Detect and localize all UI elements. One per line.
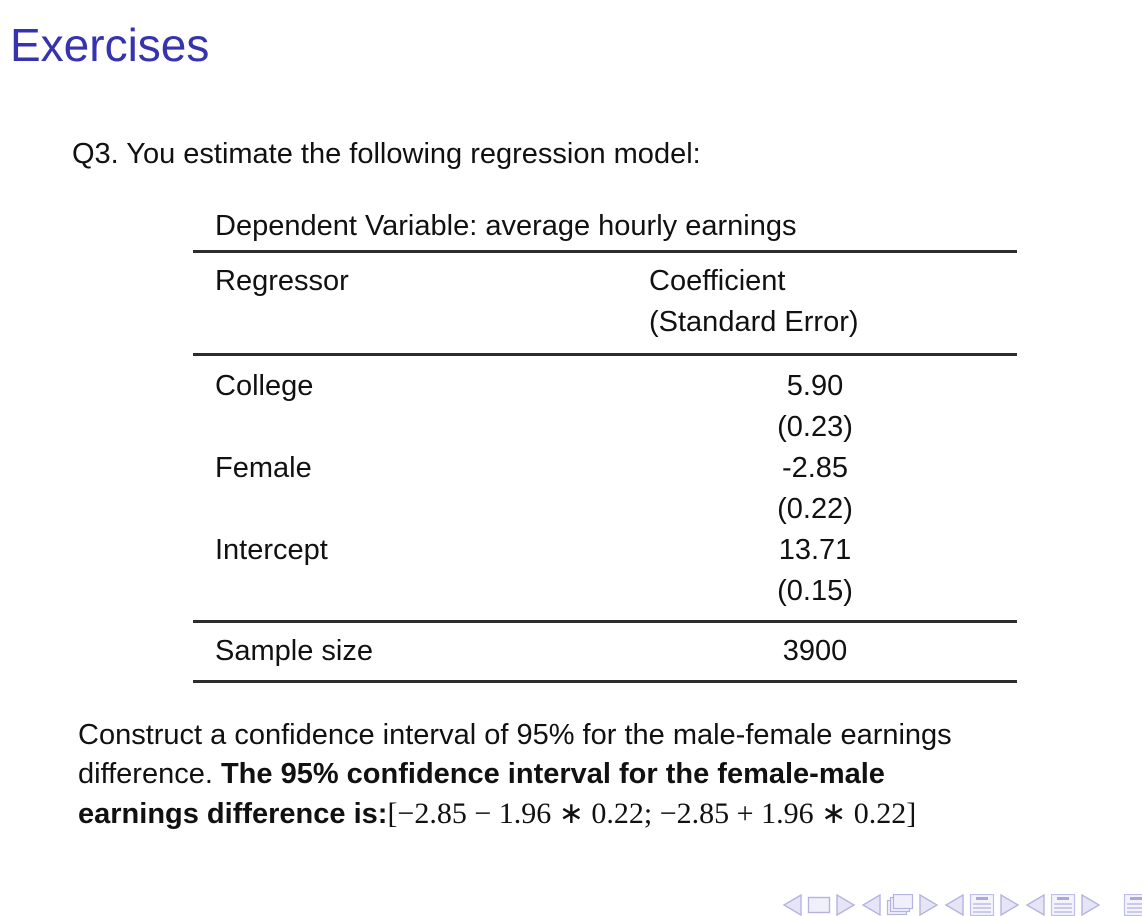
table-row: College 5.90 (0.23)	[193, 366, 1017, 448]
bold-text: earnings difference is:	[78, 798, 387, 830]
column-header-regressor: Regressor	[193, 261, 613, 343]
math-interval-text: [−2.85 − 1.96 ∗ 0.22; −2.85 + 1.96 ∗ 0.2…	[387, 797, 916, 830]
table-row: Intercept 13.71 (0.15)	[193, 530, 1017, 612]
standard-error-value: (0.22)	[613, 489, 1017, 530]
column-header-coefficient: Coefficient (Standard Error)	[613, 261, 1017, 343]
row-values: 5.90 (0.23)	[613, 366, 1017, 448]
table-header-row: Regressor Coefficient (Standard Error)	[193, 253, 1017, 353]
standard-error-value: (0.15)	[613, 571, 1017, 612]
regression-table: Dependent Variable: average hourly earni…	[193, 210, 1017, 683]
normal-text: difference.	[78, 758, 221, 790]
bold-text: The 95% confidence interval for the fema…	[221, 758, 885, 790]
sample-size-value: 3900	[613, 631, 1017, 672]
row-label: College	[193, 366, 613, 448]
table-bottom-rule	[193, 680, 1017, 683]
column-header-coefficient-line2: (Standard Error)	[649, 302, 1017, 343]
question-text-line: difference. The 95% confidence interval …	[78, 755, 1078, 794]
question-text-line: earnings difference is:[−2.85 − 1.96 ∗ 0…	[78, 794, 1078, 834]
table-footer-row: Sample size 3900	[193, 623, 1017, 680]
question-text: Construct a confidence interval of 95% f…	[78, 716, 1078, 834]
table-body: College 5.90 (0.23) Female -2.85 (0.22) …	[193, 356, 1017, 620]
question-text-line: Construct a confidence interval of 95% f…	[78, 716, 1078, 755]
column-header-coefficient-line1: Coefficient	[649, 261, 1017, 302]
standard-error-value: (0.23)	[613, 407, 1017, 448]
sample-size-label: Sample size	[193, 631, 613, 672]
row-label: Female	[193, 448, 613, 530]
question-intro: Q3. You estimate the following regressio…	[72, 136, 701, 172]
row-values: 13.71 (0.15)	[613, 530, 1017, 612]
row-values: -2.85 (0.22)	[613, 448, 1017, 530]
row-label: Intercept	[193, 530, 613, 612]
table-row: Female -2.85 (0.22)	[193, 448, 1017, 530]
coefficient-value: -2.85	[613, 448, 1017, 489]
coefficient-value: 5.90	[613, 366, 1017, 407]
normal-text: Construct a confidence interval of 95% f…	[78, 719, 952, 751]
page-title: Exercises	[10, 20, 209, 71]
coefficient-value: 13.71	[613, 530, 1017, 571]
table-caption: Dependent Variable: average hourly earni…	[193, 210, 1017, 250]
